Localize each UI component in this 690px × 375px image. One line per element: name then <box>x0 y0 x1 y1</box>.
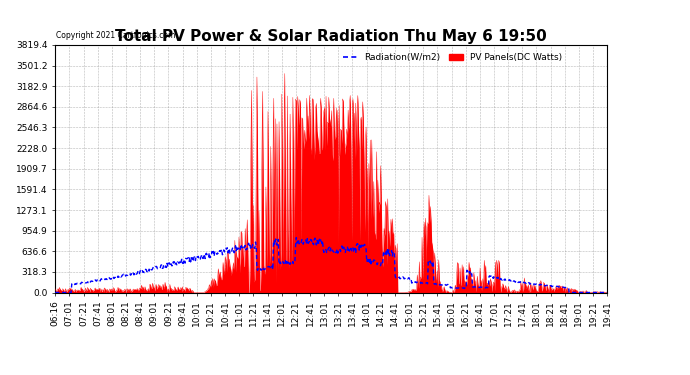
Title: Total PV Power & Solar Radiation Thu May 6 19:50: Total PV Power & Solar Radiation Thu May… <box>115 29 547 44</box>
Legend: Radiation(W/m2), PV Panels(DC Watts): Radiation(W/m2), PV Panels(DC Watts) <box>339 50 566 66</box>
Text: Copyright 2021 Cartronics.com: Copyright 2021 Cartronics.com <box>57 31 176 40</box>
